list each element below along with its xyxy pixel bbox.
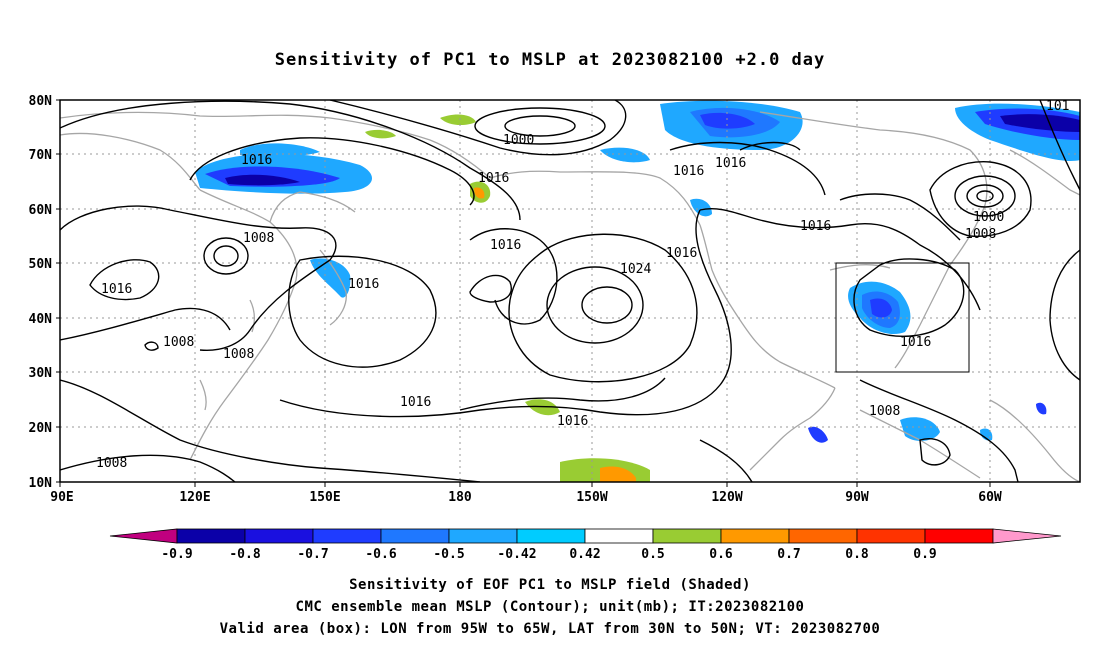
caption-line: CMC ensemble mean MSLP (Contour); unit(m… xyxy=(295,599,805,615)
contour-label: 1008 xyxy=(965,227,996,242)
contour-label: 1016 xyxy=(900,335,931,350)
contour-label: 101 xyxy=(1046,99,1069,114)
contour-label: 1008 xyxy=(223,347,254,362)
colorbar-label: -0.42 xyxy=(497,547,536,562)
colorbar-box xyxy=(924,528,994,544)
contour-label: 1016 xyxy=(673,164,704,179)
colorbar-box xyxy=(516,528,586,544)
lat-tick-label: 50N xyxy=(29,257,53,272)
colorbar-box xyxy=(176,528,246,544)
colorbar-label: 0.5 xyxy=(641,547,664,562)
lon-tick-label: 90W xyxy=(845,490,869,505)
colorbar-box xyxy=(380,528,450,544)
lat-tick-label: 20N xyxy=(29,421,53,436)
lon-tick-label: 180 xyxy=(448,490,472,505)
plot-frame xyxy=(59,99,1081,483)
valid-area-box xyxy=(835,262,970,373)
caption-line: Sensitivity of EOF PC1 to MSLP field (Sh… xyxy=(349,577,751,593)
mslp-contours xyxy=(60,100,1080,482)
colorbar-box xyxy=(788,528,858,544)
lon-axis: 90E 120E 150E 180 150W 120W 90W 60W xyxy=(50,482,1002,505)
contour-label: 1016 xyxy=(478,171,509,186)
captions: Sensitivity of EOF PC1 to MSLP field (Sh… xyxy=(0,574,1100,640)
colorbar-label: 0.7 xyxy=(777,547,800,562)
colorbar-arrow-right xyxy=(992,528,1062,544)
colorbar-box xyxy=(448,528,518,544)
colorbar-label: -0.5 xyxy=(433,547,464,562)
contour-label: 1024 xyxy=(620,262,651,277)
contour-label: 1016 xyxy=(101,282,132,297)
lat-axis: 80N 70N 60N 50N 40N 30N 20N 10N xyxy=(29,94,60,491)
colorbar-box xyxy=(584,528,654,544)
colorbar: -0.9 -0.8 -0.7 -0.6 -0.5 -0.42 0.42 0.5 0.6 0.7 0.… xyxy=(109,528,1062,562)
contour-label: 1016 xyxy=(557,414,588,429)
contour-label: 1016 xyxy=(800,219,831,234)
contour-label: 1016 xyxy=(490,238,521,253)
lat-tick-label: 40N xyxy=(29,312,53,327)
colorbar-label: -0.6 xyxy=(365,547,396,562)
lat-tick-label: 70N xyxy=(29,148,53,163)
contour-label: 1016 xyxy=(241,153,272,168)
colorbar-label: -0.7 xyxy=(297,547,328,562)
colorbar-label: 0.8 xyxy=(845,547,869,562)
contour-label: 1008 xyxy=(163,335,194,350)
lon-tick-label: 150E xyxy=(309,490,340,505)
chart-title: Sensitivity of PC1 to MSLP at 2023082100… xyxy=(274,50,826,70)
contour-label: 1008 xyxy=(96,456,127,471)
colorbar-box xyxy=(652,528,722,544)
colorbar-label: 0.9 xyxy=(913,547,936,562)
contour-label: 1008 xyxy=(869,404,900,419)
contour-label: 1000 xyxy=(973,210,1004,225)
contour-label: 1016 xyxy=(400,395,431,410)
coastlines xyxy=(60,111,1080,482)
contour-label: 1016 xyxy=(715,156,746,171)
lon-tick-label: 90E xyxy=(50,490,73,505)
lon-tick-label: 120E xyxy=(179,490,210,505)
shaded-sensitivity xyxy=(195,100,1080,482)
lat-tick-label: 60N xyxy=(29,203,53,218)
colorbar-label: -0.9 xyxy=(161,547,192,562)
contour-label: 1016 xyxy=(348,277,379,292)
lon-tick-label: 60W xyxy=(978,490,1002,505)
contour-label: 1000 xyxy=(503,133,534,148)
caption-line: Valid area (box): LON from 95W to 65W, L… xyxy=(219,621,881,637)
colorbar-box xyxy=(856,528,926,544)
lat-tick-label: 10N xyxy=(29,476,53,491)
contour-label: 1008 xyxy=(243,231,274,246)
contour-label: 1016 xyxy=(666,246,697,261)
lat-tick-label: 80N xyxy=(29,94,53,109)
colorbar-box xyxy=(720,528,790,544)
colorbar-label: 0.42 xyxy=(569,547,600,562)
colorbar-arrow-left xyxy=(109,528,178,544)
colorbar-box xyxy=(312,528,382,544)
colorbar-box xyxy=(244,528,314,544)
lon-tick-label: 150W xyxy=(576,490,607,505)
contour-labels: 1000 1016 1016 1016 1008 1016 1016 1016 … xyxy=(96,99,1069,471)
colorbar-label: -0.8 xyxy=(229,547,260,562)
lat-tick-label: 30N xyxy=(29,366,53,381)
lon-tick-label: 120W xyxy=(711,490,742,505)
colorbar-label: 0.6 xyxy=(709,547,733,562)
